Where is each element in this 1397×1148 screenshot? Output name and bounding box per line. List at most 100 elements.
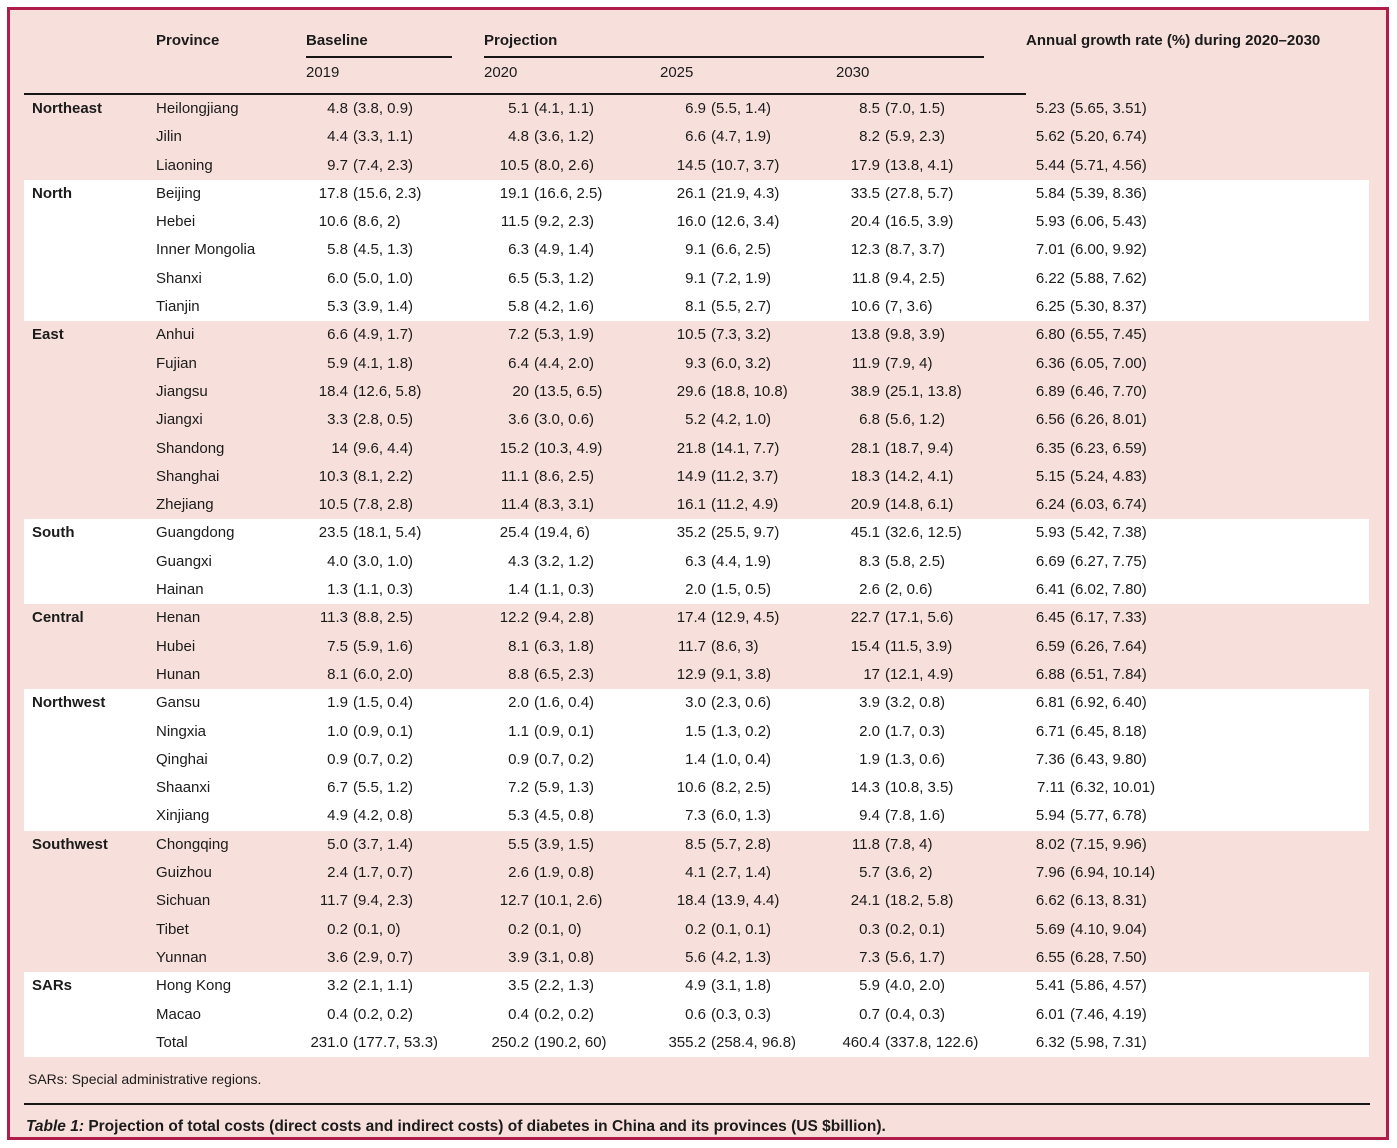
uncertainty-interval: (2.2, 1.3) [534,977,595,995]
projection-2030-value: 2.6 (2, 0.6) [836,576,1026,604]
point-estimate: 250.2 [491,1033,529,1051]
uncertainty-interval: (1.7, 0.7) [353,864,414,882]
projection-2030-value: 11.8 (9.4, 2.5) [836,265,1026,293]
point-estimate: 8.1 [508,637,529,655]
point-estimate: 5.8 [508,298,529,316]
point-estimate: 0.6 [685,1005,706,1023]
growth-rate-value: 6.25 (5.30, 8.37) [1026,293,1369,321]
growth-rate-value: 6.56 (6.26, 8.01) [1026,406,1369,434]
growth-rate-value: 6.41 (6.02, 7.80) [1026,576,1369,604]
table-row: Shanghai 10.3 (8.1, 2.2) 11.1 (8.6, 2.5) 14.9… [24,463,1369,491]
point-estimate: 6.56 [1035,411,1066,429]
region-group-north: North Beijing 17.8 (15.6, 2.3) 19.1 (16.6, 2.… [24,179,1370,322]
uncertainty-interval: (5.88, 7.62) [1070,269,1147,287]
province-label: Liaoning [156,156,213,174]
growth-rate-value: 5.93 (5.42, 7.38) [1026,519,1369,547]
projection-2030-value: 24.1 (18.2, 5.8) [836,887,1026,915]
point-estimate: 13.8 [850,326,880,344]
point-estimate: 5.2 [685,411,706,429]
point-estimate: 3.6 [327,948,348,966]
growth-rate-value: 6.80 (6.55, 7.45) [1026,321,1369,349]
uncertainty-interval: (6.02, 7.80) [1070,581,1147,599]
point-estimate: 2.6 [508,864,529,882]
point-estimate: 6.35 [1035,439,1066,457]
uncertainty-interval: (9.4, 2.3) [353,892,414,910]
uncertainty-interval: (5.65, 3.51) [1070,99,1147,117]
point-estimate: 4.3 [508,552,529,570]
province-label: Henan [156,609,201,627]
growth-rate-value: 6.45 (6.17, 7.33) [1026,604,1369,632]
point-estimate: 231.0 [310,1033,348,1051]
point-estimate: 6.36 [1035,354,1066,372]
uncertainty-interval: (5.98, 7.31) [1070,1033,1147,1051]
uncertainty-interval: (12.6, 5.8) [353,382,422,400]
region-column-header [24,20,156,64]
uncertainty-interval: (6.0, 1.3) [711,807,772,825]
uncertainty-interval: (6.6, 2.5) [711,241,772,259]
projection-header-label: Projection [484,32,984,58]
point-estimate: 6.25 [1035,298,1066,316]
projection-2025-value: 6.6 (4.7, 1.9) [660,123,836,151]
growth-rate-value: 6.89 (6.46, 7.70) [1026,378,1369,406]
province-label: Hubei [156,637,196,655]
point-estimate: 45.1 [850,524,880,542]
uncertainty-interval: (0.3, 0.3) [711,1005,772,1023]
province-label: Hebei [156,213,196,231]
uncertainty-interval: (3.6, 2) [885,864,933,882]
projection-2030-value: 2.0 (1.7, 0.3) [836,718,1026,746]
growth-rate-value: 6.24 (6.03, 6.74) [1026,491,1369,519]
projection-2030-value: 7.3 (5.6, 1.7) [836,944,1026,972]
uncertainty-interval: (0.7, 0.2) [534,750,595,768]
table-header: Province Baseline Projection Annual grow… [24,20,1369,95]
uncertainty-interval: (5.6, 1.7) [885,948,946,966]
projection-2030-value: 8.5 (7.0, 1.5) [836,94,1026,123]
point-estimate: 7.96 [1035,864,1066,882]
growth-rate-value: 7.11 (6.32, 10.01) [1026,774,1369,802]
point-estimate: 9.1 [685,241,706,259]
point-estimate: 0.7 [859,1005,880,1023]
projection-2020-value: 8.8 (6.5, 2.3) [484,661,660,689]
point-estimate: 35.2 [676,524,706,542]
baseline-2019-value: 5.0 (3.7, 1.4) [306,831,484,859]
projection-2020-value: 4.3 (3.2, 1.2) [484,548,660,576]
projection-2020-value: 2.0 (1.6, 0.4) [484,689,660,717]
uncertainty-interval: (7.8, 2.8) [353,496,414,514]
uncertainty-interval: (6.0, 3.2) [711,354,772,372]
uncertainty-interval: (2.8, 0.5) [353,411,414,429]
point-estimate: 1.1 [508,722,529,740]
uncertainty-interval: (8.8, 2.5) [353,609,414,627]
uncertainty-interval: (4.4, 2.0) [534,354,595,372]
uncertainty-interval: (4.0, 2.0) [885,977,946,995]
uncertainty-interval: (6.13, 8.31) [1070,892,1147,910]
projection-2020-value: 12.7 (10.1, 2.6) [484,887,660,915]
projection-2020-value: 15.2 (10.3, 4.9) [484,435,660,463]
point-estimate: 11.5 [500,213,529,231]
empty-header-cell [24,64,156,95]
projection-2020-value: 3.6 (3.0, 0.6) [484,406,660,434]
point-estimate: 16.1 [676,496,706,514]
growth-rate-value: 7.96 (6.94, 10.14) [1026,859,1369,887]
point-estimate: 5.3 [327,298,348,316]
region-label: Northwest [32,694,106,712]
point-estimate: 24.1 [850,892,880,910]
point-estimate: 9.3 [685,354,706,372]
uncertainty-interval: (19.4, 6) [534,524,590,542]
uncertainty-interval: (6.06, 5.43) [1070,213,1147,231]
uncertainty-interval: (4.9, 1.4) [534,241,595,259]
uncertainty-interval: (4.5, 0.8) [534,807,595,825]
projection-2025-value: 6.9 (5.5, 1.4) [660,94,836,123]
point-estimate: 0.4 [508,1005,529,1023]
uncertainty-interval: (14.2, 4.1) [885,467,954,485]
point-estimate: 11.1 [500,467,529,485]
table-row: Hubei 7.5 (5.9, 1.6) 8.1 (6.3, 1.8) 11.7 (8.6,… [24,633,1369,661]
baseline-2019-value: 23.5 (18.1, 5.4) [306,519,484,547]
point-estimate: 14.5 [676,156,706,174]
projection-2030-value: 8.3 (5.8, 2.5) [836,548,1026,576]
point-estimate: 21.8 [676,439,706,457]
growth-rate-value: 5.93 (6.06, 5.43) [1026,208,1369,236]
point-estimate: 2.0 [859,722,880,740]
uncertainty-interval: (1.7, 0.3) [885,722,946,740]
point-estimate: 8.2 [859,128,880,146]
uncertainty-interval: (9.4, 2.5) [885,269,946,287]
province-label: Macao [156,1005,202,1023]
